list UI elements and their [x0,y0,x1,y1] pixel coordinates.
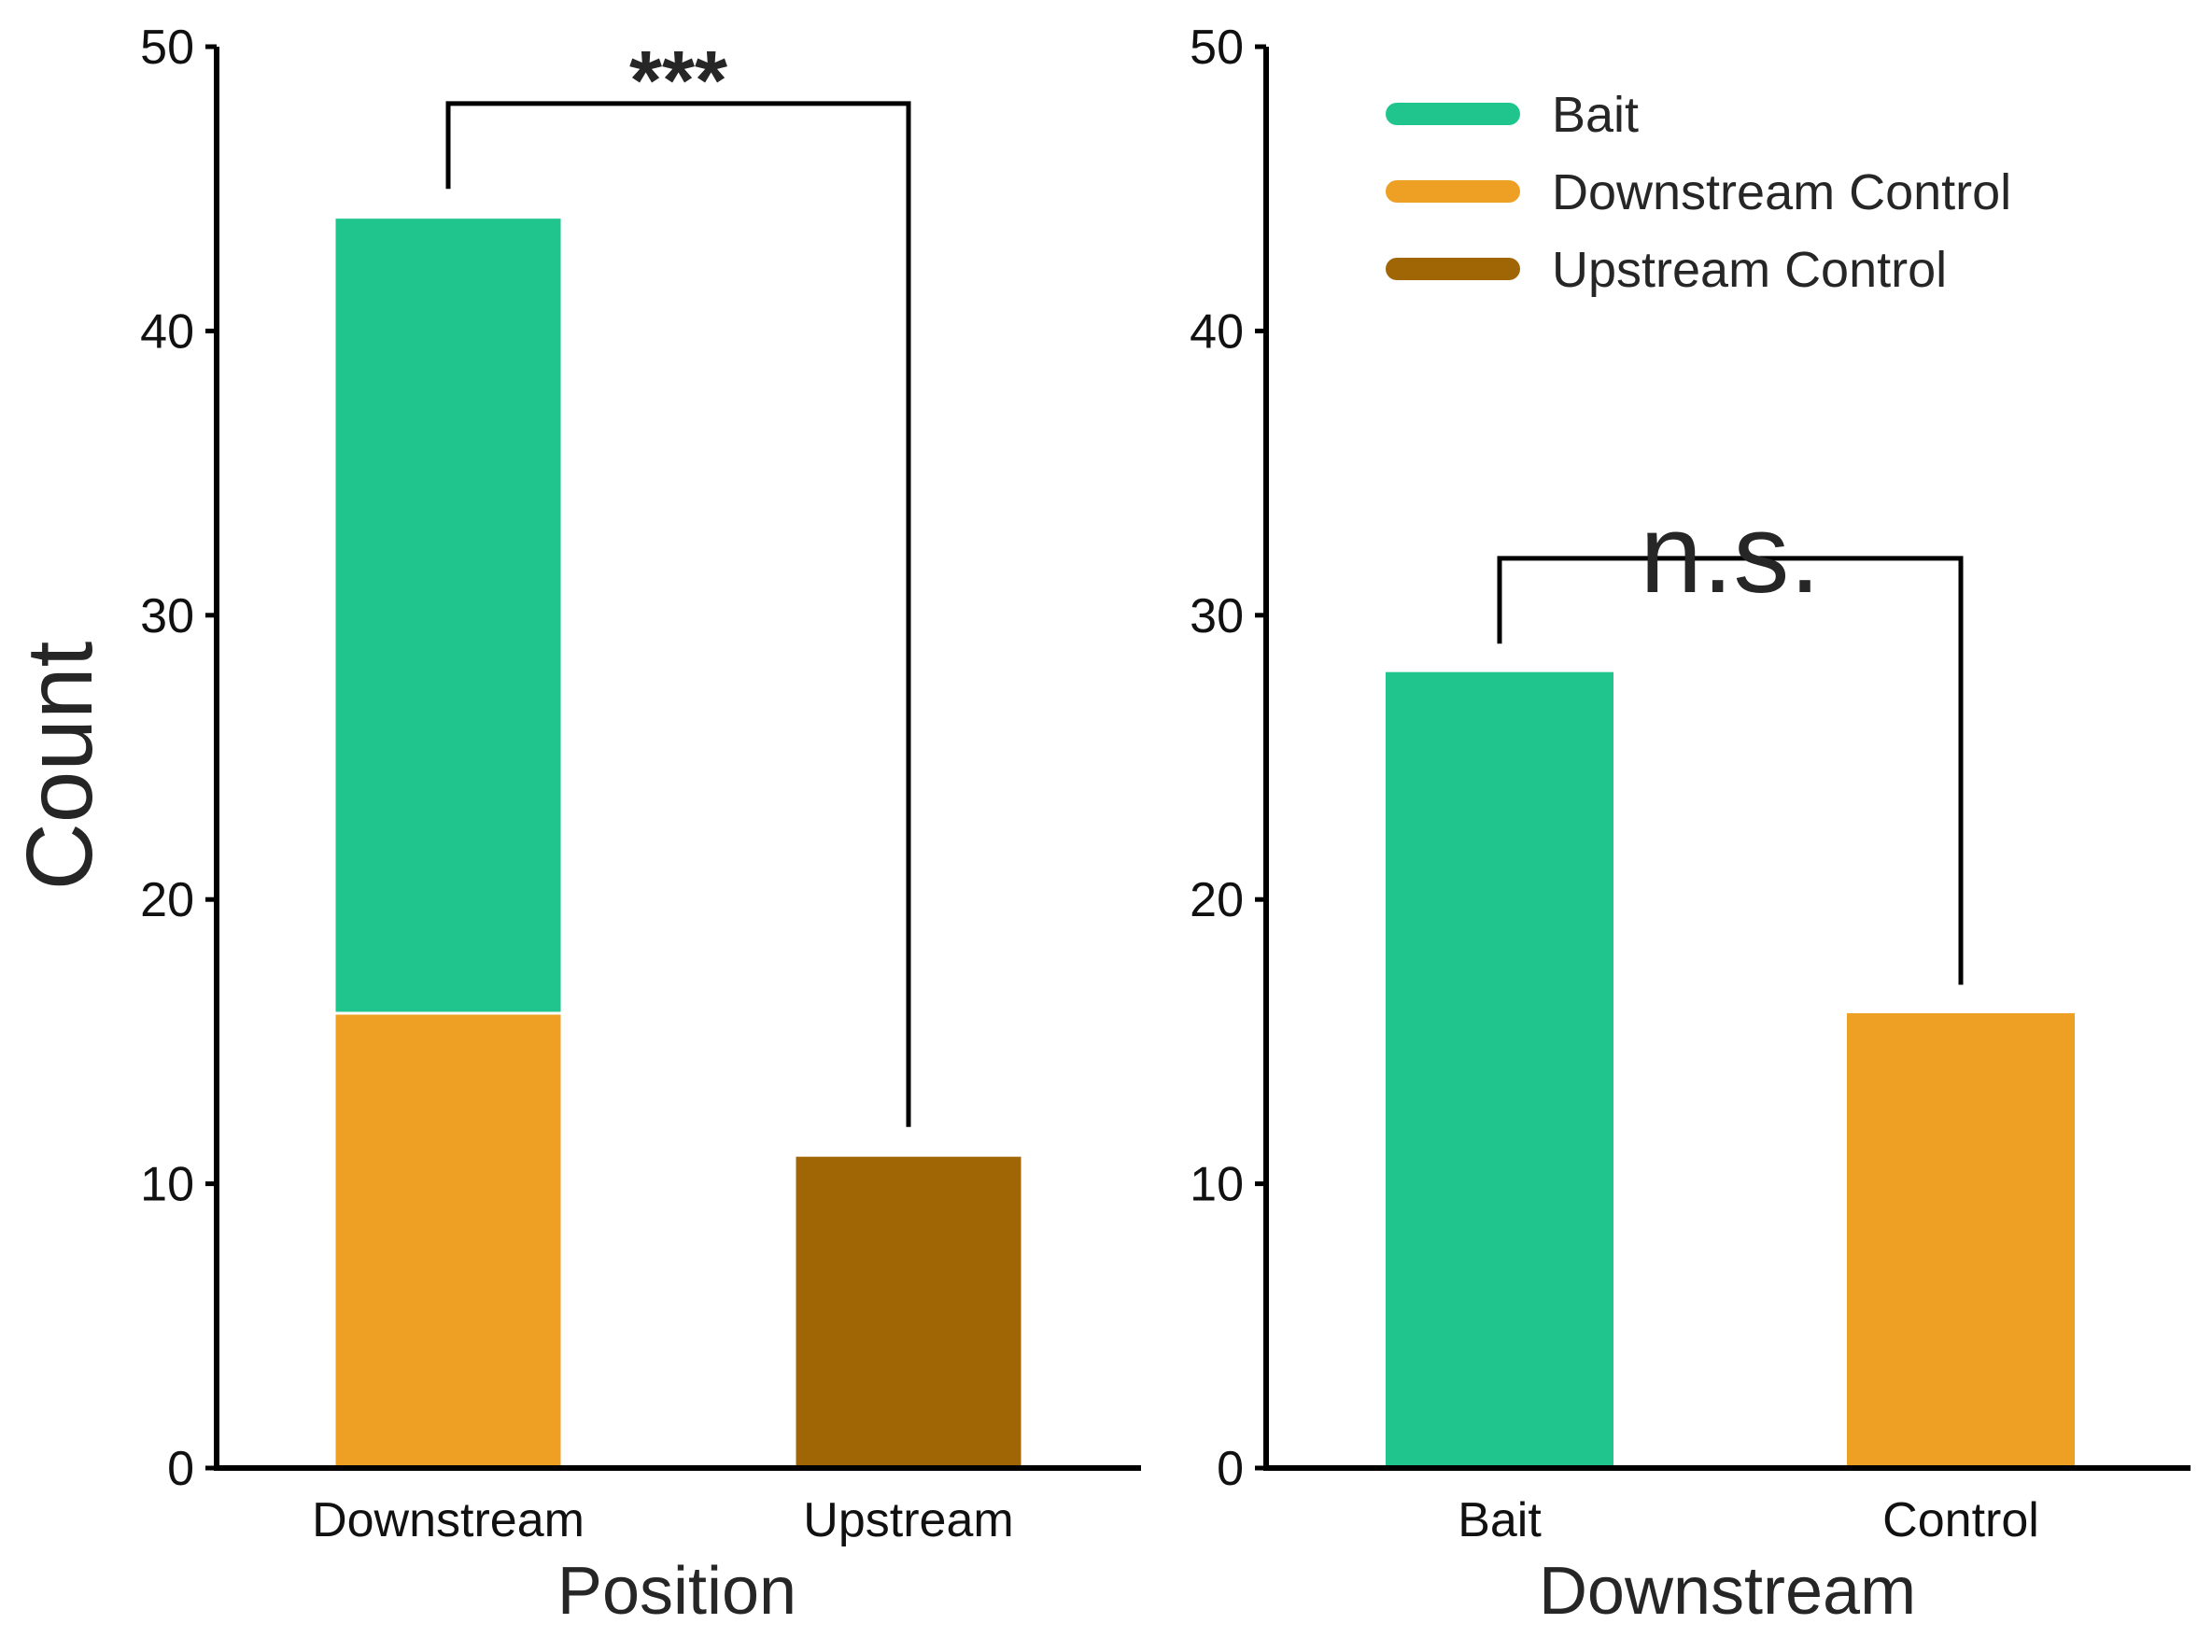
significance-bracket [445,101,911,1127]
left-bars [332,216,1024,1470]
y-tick-label: 30 [140,589,194,643]
bar-downstream-downstream-control [332,1011,564,1470]
significance-label: n.s. [1640,491,1820,616]
y-tick-label: 0 [167,1442,194,1496]
y-tick-label: 10 [140,1158,194,1212]
x-tick-label: Upstream [803,1493,1013,1547]
right-x-axis-title: Downstream [1539,1554,1916,1629]
x-tick-label: Control [1882,1493,2039,1547]
bar-upstream-upstream-control [793,1153,1024,1470]
left-significance: *** [445,35,911,1127]
y-tick-label: 30 [1190,589,1244,643]
bar-downstream-bait [332,216,564,1015]
y-tick-label: 10 [1190,1158,1244,1212]
left-y-axis-title: Count [7,641,112,890]
legend-label: Bait [1552,87,1639,143]
bar-bait [1386,671,1613,1468]
right-significance: n.s. [1497,491,1964,985]
y-tick-label: 20 [1190,873,1244,927]
y-tick-label: 40 [1190,304,1244,359]
significance-bracket [1497,556,1964,985]
legend-label: Upstream Control [1552,242,1947,298]
right-axes: 0 10 20 30 40 50 Bait Control [1190,21,2191,1547]
left-x-axis-title: Position [557,1554,796,1629]
legend: Bait Downstream Control Upstream Control [1386,87,2011,298]
y-tick-label: 40 [140,304,194,359]
right-bars [1386,671,2075,1468]
y-tick-label: 50 [140,21,194,75]
bar-control [1847,1012,2075,1468]
x-tick-label: Downstream [312,1493,585,1547]
y-tick-label: 50 [1190,21,1244,75]
x-tick-label: Bait [1458,1493,1542,1547]
y-tick-label: 0 [1217,1442,1244,1496]
y-tick-label: 20 [140,873,194,927]
left-axes: 0 10 20 30 40 50 Downstream Upstream [140,21,1141,1547]
legend-label: Downstream Control [1552,164,2011,220]
significance-label: *** [629,35,727,128]
right-panel: 0 10 20 30 40 50 Bait Control n.s. Downstream [1190,21,2191,1629]
